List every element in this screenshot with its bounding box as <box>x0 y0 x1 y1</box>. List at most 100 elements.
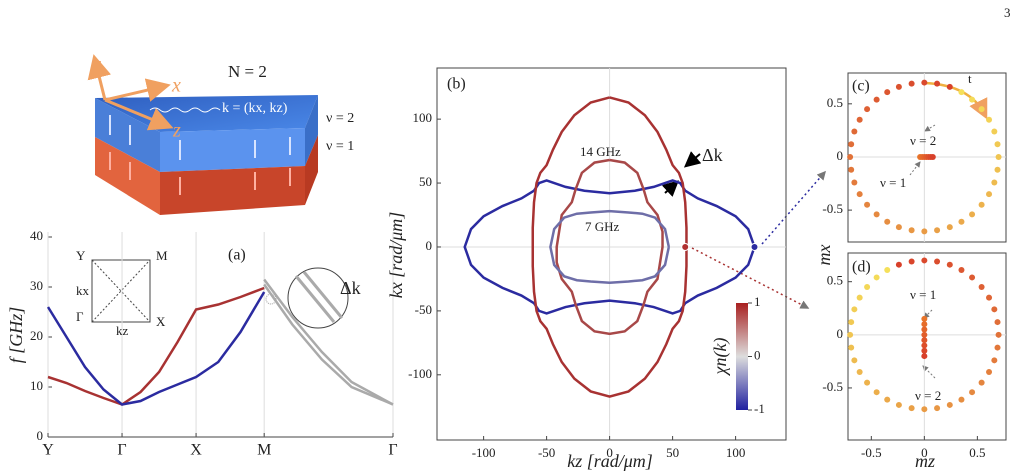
colorbar-tick-label: 1 <box>754 294 761 309</box>
point <box>864 379 871 386</box>
y-axis-label: kx [rad/μm] <box>386 212 406 299</box>
point <box>884 218 891 225</box>
annotation: 14 GHz <box>580 144 621 159</box>
point <box>921 228 928 235</box>
wavevector-label: k = (kx, kz) <box>222 101 288 116</box>
highlight-point <box>750 242 759 251</box>
point <box>978 284 985 290</box>
y-tick-label: 10 <box>30 378 43 393</box>
point <box>884 396 891 403</box>
point <box>851 128 858 135</box>
point <box>851 179 858 186</box>
line <box>263 278 394 406</box>
point <box>895 83 902 90</box>
annotation: (d) <box>852 259 871 276</box>
point <box>991 128 998 135</box>
annotation: 7 GHz <box>585 219 620 234</box>
point <box>991 306 998 313</box>
point <box>884 267 891 273</box>
point <box>921 257 928 264</box>
x-tick-label: Γ <box>117 442 126 459</box>
point <box>978 379 985 386</box>
y-axis-label: f [GHz] <box>6 307 26 364</box>
line <box>555 158 664 336</box>
annotation: t <box>968 71 972 86</box>
point <box>873 211 880 218</box>
point <box>978 201 985 208</box>
point <box>929 153 936 160</box>
point <box>908 80 915 87</box>
y-tick-label: 20 <box>30 328 43 343</box>
axis-x-label: x <box>171 75 181 97</box>
point <box>873 274 880 281</box>
point <box>934 80 941 87</box>
point <box>908 258 915 265</box>
bz-inset <box>91 259 349 329</box>
y-tick-label: 30 <box>30 278 43 293</box>
point <box>969 274 976 281</box>
y-tick-label: 100 <box>413 110 433 125</box>
point <box>921 406 928 413</box>
point <box>921 321 928 328</box>
x-tick-label: 100 <box>726 445 746 460</box>
point <box>851 306 858 313</box>
layer-count: N = 2 <box>228 62 267 81</box>
colorbar-tick-label: 0 <box>754 347 761 362</box>
x-tick-label: X <box>190 442 202 459</box>
point <box>873 389 880 396</box>
layer-label: ν = 2 <box>326 111 354 126</box>
x-axis-label: kz [rad/μm] <box>567 451 653 471</box>
point <box>946 401 953 408</box>
point <box>847 153 854 160</box>
point <box>969 96 976 103</box>
y-tick-label: 0 <box>837 148 844 163</box>
axis-y-label: y <box>90 54 101 76</box>
point <box>848 166 855 173</box>
point <box>934 258 941 265</box>
x-tick-label: 0.5 <box>969 445 985 460</box>
point <box>921 353 928 360</box>
x-tick-label: -50 <box>538 445 555 460</box>
annotation: M <box>156 248 168 263</box>
y-tick-label: 0 <box>37 428 44 443</box>
x-tick-label: -100 <box>472 445 496 460</box>
y-tick-label: 0 <box>426 238 433 253</box>
point <box>856 294 863 301</box>
point <box>958 89 965 96</box>
point <box>946 224 953 231</box>
colorbar-tick-label: -1 <box>754 401 765 416</box>
plot-frame <box>847 252 1007 441</box>
line <box>463 179 756 315</box>
annotation: ν = 1 <box>910 287 936 302</box>
point <box>986 369 993 375</box>
point <box>921 337 928 344</box>
annotation: Δk <box>340 278 361 298</box>
point <box>986 191 993 198</box>
annotation: Δk <box>702 145 723 165</box>
point <box>978 106 985 113</box>
x-tick-label: Y <box>42 442 54 459</box>
y-axis-label: mx <box>814 245 834 266</box>
point <box>873 96 880 103</box>
x-tick-label: Γ <box>388 442 397 459</box>
point <box>864 284 871 290</box>
y-tick-label: -0.5 <box>822 379 843 394</box>
point <box>856 369 863 375</box>
y-tick-label: 40 <box>30 228 43 243</box>
point <box>994 166 1001 173</box>
point <box>921 331 928 338</box>
point <box>934 405 941 412</box>
line <box>531 96 688 398</box>
point <box>895 224 902 231</box>
line <box>549 209 671 285</box>
point <box>969 389 976 396</box>
annotation: ν = 2 <box>915 388 941 403</box>
point <box>934 227 941 234</box>
y-tick-label: -100 <box>408 366 432 381</box>
point <box>994 344 1001 351</box>
y-tick-label: 0.5 <box>827 273 843 288</box>
x-tick-label: 0 <box>921 445 928 460</box>
point <box>908 227 915 234</box>
link-arrows <box>691 170 826 309</box>
